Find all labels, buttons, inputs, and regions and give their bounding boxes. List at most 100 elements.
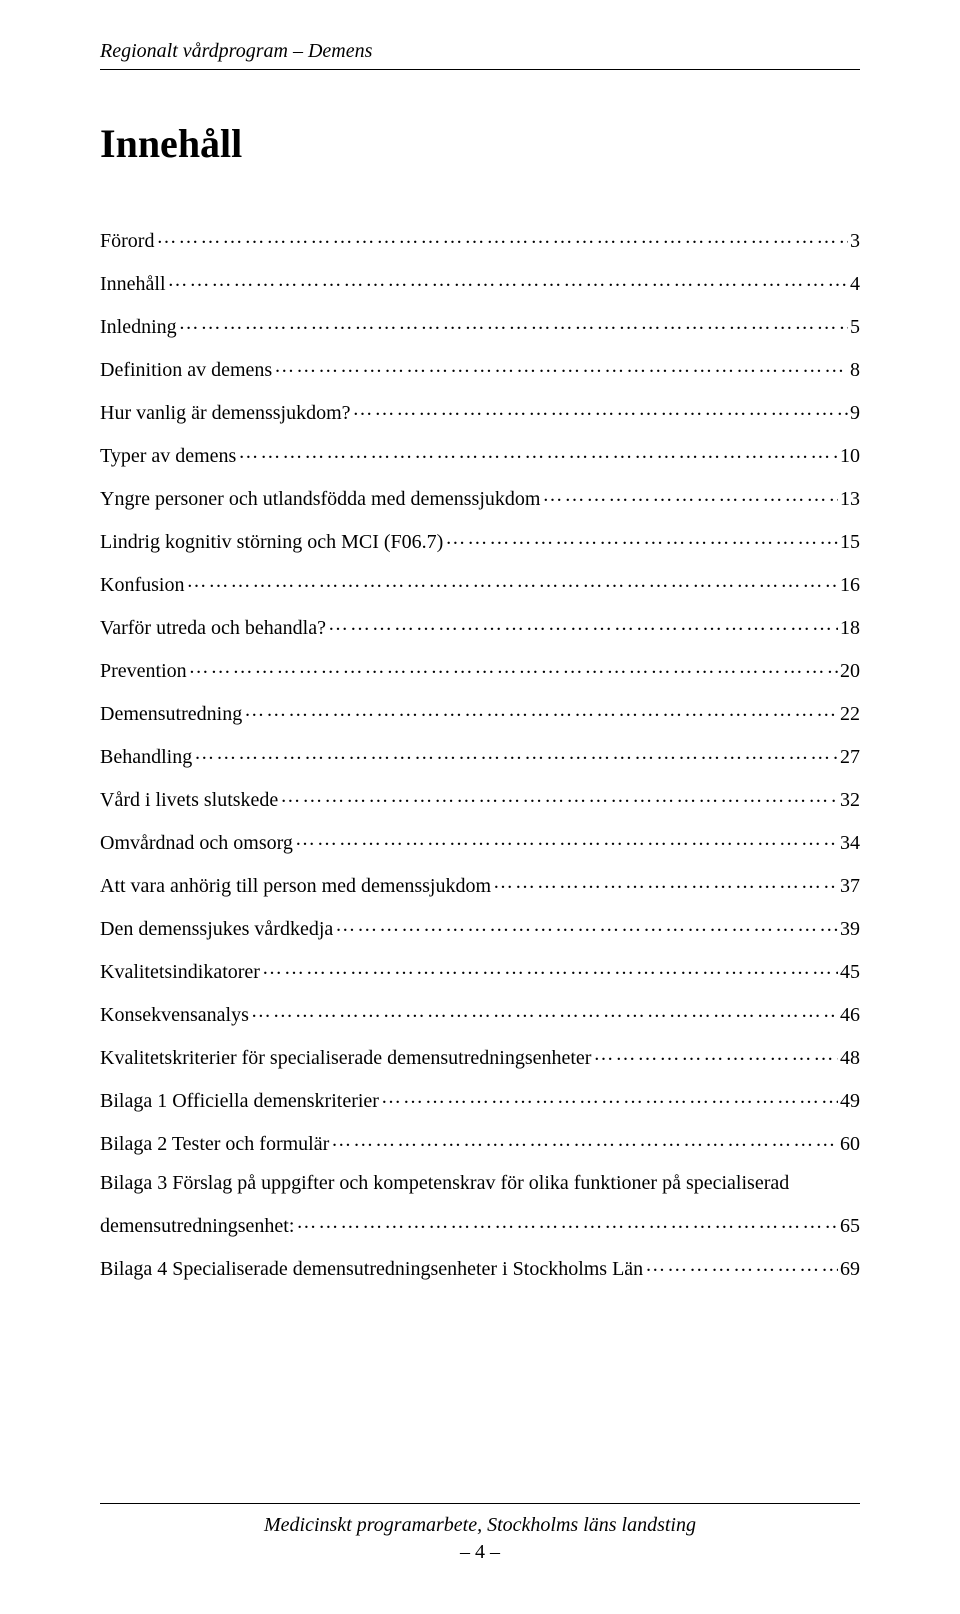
toc-leader-dots [189, 657, 838, 677]
toc-entry: Vård i livets slutskede 32 [100, 786, 860, 810]
toc-entry-page: 27 [840, 747, 860, 767]
toc-entry: Definition av demens 8 [100, 356, 860, 380]
toc-entry-label: Kvalitetskriterier för specialiserade de… [100, 1048, 591, 1068]
toc-entry: Bilaga 4 Specialiserade demensutrednings… [100, 1255, 860, 1279]
running-title: Regionalt vårdprogram – Demens [100, 40, 860, 63]
toc-entry: Konsekvensanalys46 [100, 1001, 860, 1025]
toc-leader-dots [493, 872, 838, 892]
toc-leader-dots [353, 399, 849, 419]
page-title: Innehåll [100, 120, 860, 167]
toc-entry-label: Omvårdnad och omsorg [100, 833, 293, 853]
toc-entry-label: Inledning [100, 317, 177, 337]
toc-entry-page: 9 [850, 403, 860, 423]
toc-entry-page: 13 [840, 489, 860, 509]
footer-rule [100, 1503, 860, 1504]
toc-entry-page: 8 [850, 360, 860, 380]
toc-leader-dots [168, 270, 848, 290]
toc-entry-label: Den demenssjukes vårdkedja [100, 919, 333, 939]
toc-entry-label: Förord [100, 231, 154, 251]
toc-entry-label: Att vara anhörig till person med demenss… [100, 876, 491, 896]
toc-leader-dots [274, 356, 848, 376]
toc-leader-dots [445, 528, 838, 548]
page-container: Regionalt vårdprogram – Demens Innehåll … [0, 0, 960, 1338]
toc-entry-label: Konsekvensanalys [100, 1005, 249, 1025]
toc-leader-dots [295, 829, 838, 849]
toc-entry-page: 22 [840, 704, 860, 724]
toc-entry: Konfusion 16 [100, 571, 860, 595]
toc-entry-page: 45 [840, 962, 860, 982]
toc-leader-dots [194, 743, 838, 763]
toc-leader-dots [262, 958, 838, 978]
toc-entry-page: 60 [840, 1134, 860, 1154]
toc-entry: Behandling 27 [100, 743, 860, 767]
toc-entry-label: Innehåll [100, 274, 166, 294]
toc-leader-dots [156, 227, 848, 247]
toc-entry-label: Prevention [100, 661, 187, 681]
toc-entry-label: Hur vanlig är demenssjukdom? [100, 403, 351, 423]
toc-entry: Bilaga 3 Förslag på uppgifter och kompet… [100, 1173, 860, 1236]
toc-entry-label: Definition av demens [100, 360, 272, 380]
toc-entry: Kvalitetsindikatorer 45 [100, 958, 860, 982]
toc-leader-dots [593, 1044, 838, 1064]
toc-entry-label: Bilaga 2 Tester och formulär [100, 1134, 329, 1154]
toc-entry-label: Bilaga 3 Förslag på uppgifter och kompet… [100, 1173, 860, 1193]
toc-entry-page: 18 [840, 618, 860, 638]
toc-leader-dots [381, 1087, 838, 1107]
toc-entry-page: 20 [840, 661, 860, 681]
toc-entry-label: Typer av demens [100, 446, 236, 466]
toc-entry: Innehåll 4 [100, 270, 860, 294]
toc-entry-label: Kvalitetsindikatorer [100, 962, 260, 982]
toc-entry-page: 10 [840, 446, 860, 466]
toc-entry: Hur vanlig är demenssjukdom? 9 [100, 399, 860, 423]
toc-entry: Förord 3 [100, 227, 860, 251]
toc-entry: Prevention 20 [100, 657, 860, 681]
toc-entry: Bilaga 1 Officiella demenskriterier 49 [100, 1087, 860, 1111]
toc-entry-page: 4 [850, 274, 860, 294]
toc-entry: Omvårdnad och omsorg 34 [100, 829, 860, 853]
toc-entry: Bilaga 2 Tester och formulär 60 [100, 1130, 860, 1154]
footer-text: Medicinskt programarbete, Stockholms län… [100, 1514, 860, 1537]
toc-leader-dots [645, 1255, 838, 1275]
toc-entry-page: 34 [840, 833, 860, 853]
toc-entry-page: 48 [840, 1048, 860, 1068]
toc-leader-dots [335, 915, 838, 935]
toc-entry-label: Bilaga 1 Officiella demenskriterier [100, 1091, 379, 1111]
table-of-contents: Förord 3 Innehåll 4 Inledning 5 Definition av … [100, 227, 860, 1279]
footer-page-number: – 4 – [100, 1541, 860, 1564]
toc-entry-page: 5 [850, 317, 860, 337]
toc-entry: Typer av demens 10 [100, 442, 860, 466]
toc-entry-page: 69 [840, 1259, 860, 1279]
toc-leader-dots [328, 614, 838, 634]
toc-entry-page: 15 [840, 532, 860, 552]
toc-entry-label: Varför utreda och behandla? [100, 618, 326, 638]
toc-entry: Den demenssjukes vårdkedja 39 [100, 915, 860, 939]
toc-entry: Varför utreda och behandla? 18 [100, 614, 860, 638]
toc-entry-label: Vård i livets slutskede [100, 790, 278, 810]
toc-leader-dots [542, 485, 838, 505]
toc-leader-dots [296, 1212, 838, 1232]
toc-entry-page: 3 [850, 231, 860, 251]
toc-entry-label: Behandling [100, 747, 192, 767]
toc-entry-label: Konfusion [100, 575, 184, 595]
toc-entry-page: 32 [840, 790, 860, 810]
toc-leader-dots [331, 1130, 838, 1150]
page-header: Regionalt vårdprogram – Demens [100, 40, 860, 70]
toc-leader-dots [186, 571, 838, 591]
toc-entry-page: 49 [840, 1091, 860, 1111]
toc-entry-page: 39 [840, 919, 860, 939]
toc-entry-label: Demensutredning [100, 704, 242, 724]
toc-entry: Yngre personer och utlandsfödda med deme… [100, 485, 860, 509]
toc-entry: Demensutredning 22 [100, 700, 860, 724]
toc-entry-page: 65 [840, 1216, 860, 1236]
toc-entry: Lindrig kognitiv störning och MCI (F06.7… [100, 528, 860, 552]
toc-entry-label: Yngre personer och utlandsfödda med deme… [100, 489, 540, 509]
toc-entry: Inledning 5 [100, 313, 860, 337]
toc-entry-page: 16 [840, 575, 860, 595]
toc-entry: Att vara anhörig till person med demenss… [100, 872, 860, 896]
toc-entry: Kvalitetskriterier för specialiserade de… [100, 1044, 860, 1068]
toc-entry-label: Lindrig kognitiv störning och MCI (F06.7… [100, 532, 443, 552]
toc-entry-label: Bilaga 4 Specialiserade demensutrednings… [100, 1259, 643, 1279]
toc-leader-dots [251, 1001, 838, 1021]
toc-leader-dots [179, 313, 848, 333]
toc-entry-page: 37 [840, 876, 860, 896]
